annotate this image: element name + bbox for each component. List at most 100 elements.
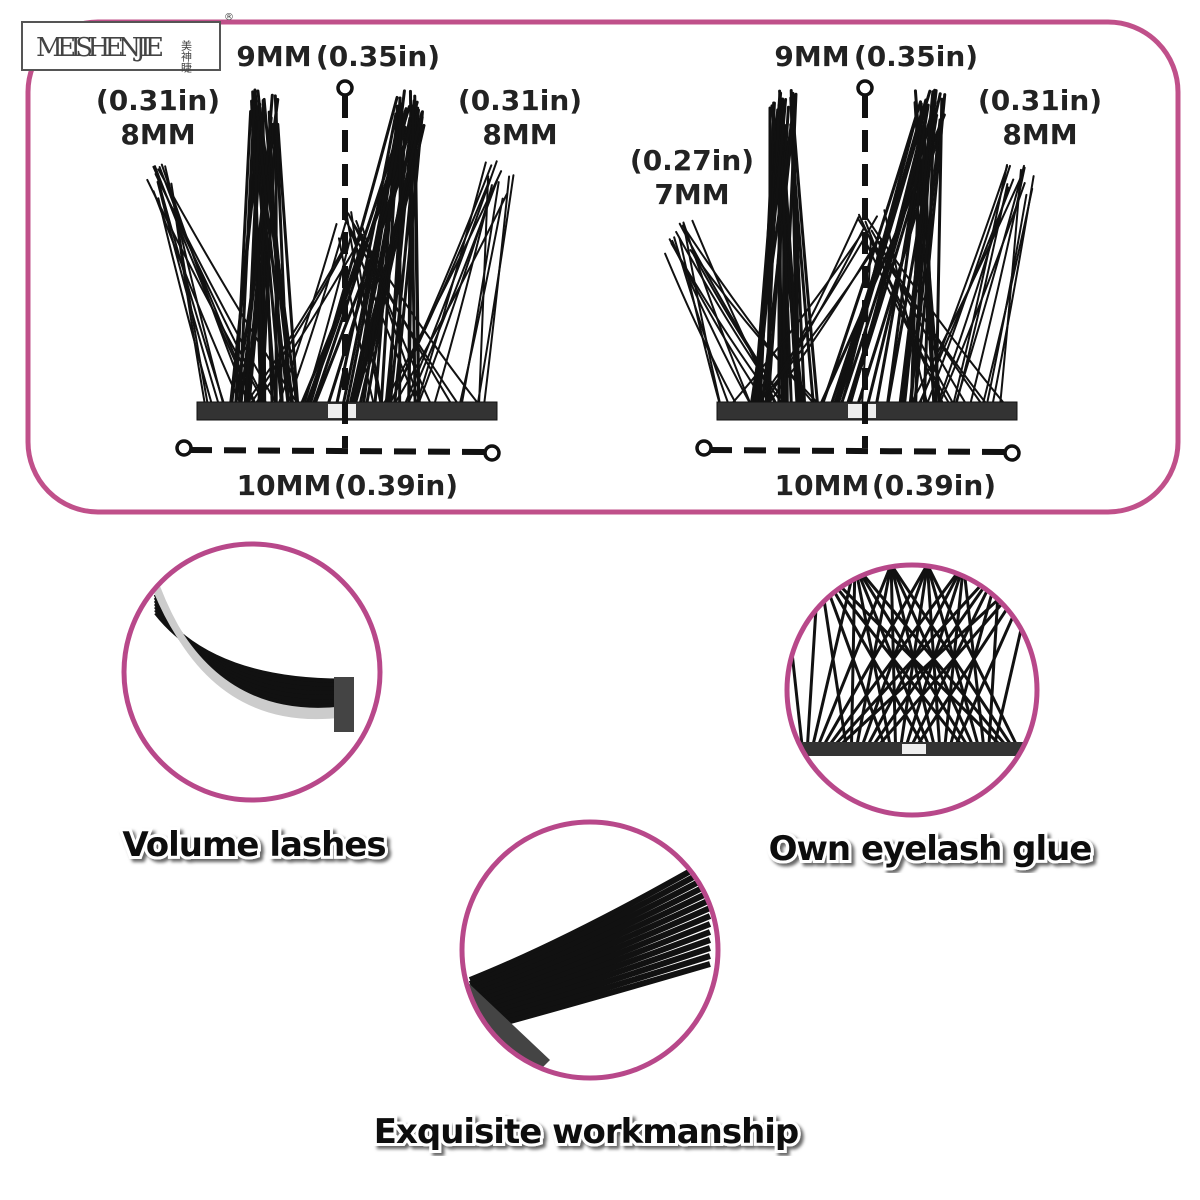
lash [811,567,858,746]
lash [253,233,364,406]
lash [692,253,789,406]
lash [938,182,1026,406]
lash [870,229,984,406]
lash [238,88,257,407]
lash [855,567,894,746]
logo-brand: MEISHENJIE [36,33,164,63]
lash [403,160,498,406]
lash [820,100,922,407]
feature-caption: Exquisite workmanship [374,1112,799,1152]
detail [126,546,378,798]
lash [244,120,261,407]
width-in: (0.39in) [872,469,996,502]
lash [239,116,273,407]
right-mm: 8MM [1002,118,1077,151]
lash [673,236,730,406]
lash [476,174,515,406]
logo-chinese: 美神睫 [180,40,193,73]
glue-dot [902,744,926,754]
lash [345,212,382,406]
measure-end [856,79,874,97]
lash [468,865,712,987]
lash [416,188,493,406]
lash-cluster [664,79,1035,462]
lash [764,103,781,407]
lash [468,881,712,995]
lash [981,187,1034,406]
left-mm: 8MM [120,118,195,151]
lash [276,122,300,407]
lash [900,90,935,407]
lash [388,164,493,406]
lash [350,211,383,406]
lash [469,897,712,1003]
lash-art [146,79,1035,462]
lash [864,220,945,406]
detail-circles [121,541,1040,1081]
lash [152,190,243,406]
lash [468,857,712,983]
lash [729,233,863,406]
lash [678,237,722,406]
detail-ring [784,562,1040,818]
lash [483,175,511,406]
lash [763,216,860,406]
lash [273,94,290,407]
lash [286,221,347,406]
lash [850,567,969,746]
detail [464,824,716,1076]
lash [874,103,930,407]
lash [468,873,712,991]
height-in: (0.35in) [316,40,440,73]
lash [348,111,424,407]
lash [361,226,423,406]
lash [458,197,504,406]
feature-caption: Own eyelash glue [769,829,1092,869]
height-in: (0.35in) [854,40,978,73]
lash [277,223,338,406]
lash [469,929,712,1019]
lash [789,123,815,407]
measure-end [175,439,193,457]
lash [754,98,788,407]
lash [902,121,934,407]
lash [248,245,348,406]
measure-end [695,439,713,457]
diagram: 9MM (0.35in) (0.31in) 8MM (0.31in) 8MM 1… [96,40,582,502]
lash [862,235,952,406]
lash [344,218,460,406]
lash-band [464,975,550,1075]
width-in: (0.39in) [334,469,458,502]
lash [153,586,343,720]
lash [889,567,897,746]
lash [886,567,1013,746]
lash [908,118,942,407]
lash [848,125,926,407]
right-in: (0.31in) [458,84,582,117]
lash [306,241,366,406]
height-mm: 9MM [774,40,849,73]
width-mm: 10MM [237,469,332,502]
lash [923,567,1018,746]
lash [812,567,1002,747]
lash [887,567,974,746]
measure-end [483,444,501,462]
detail-ring [459,819,721,1081]
lash [157,197,214,406]
lash [398,102,402,407]
measure-end [336,79,354,97]
lash [664,252,738,406]
lash-band [334,677,354,732]
lash [469,921,712,1015]
left-in: (0.31in) [96,84,220,117]
right-in: (0.31in) [978,84,1102,117]
lash [909,172,1024,406]
lash [469,913,712,1011]
lash [888,567,936,746]
lash-cluster [146,79,515,462]
left-in: (0.27in) [630,144,754,177]
left-mm: 7MM [654,178,729,211]
logo-mark: ® [224,12,234,23]
lash [468,889,712,999]
